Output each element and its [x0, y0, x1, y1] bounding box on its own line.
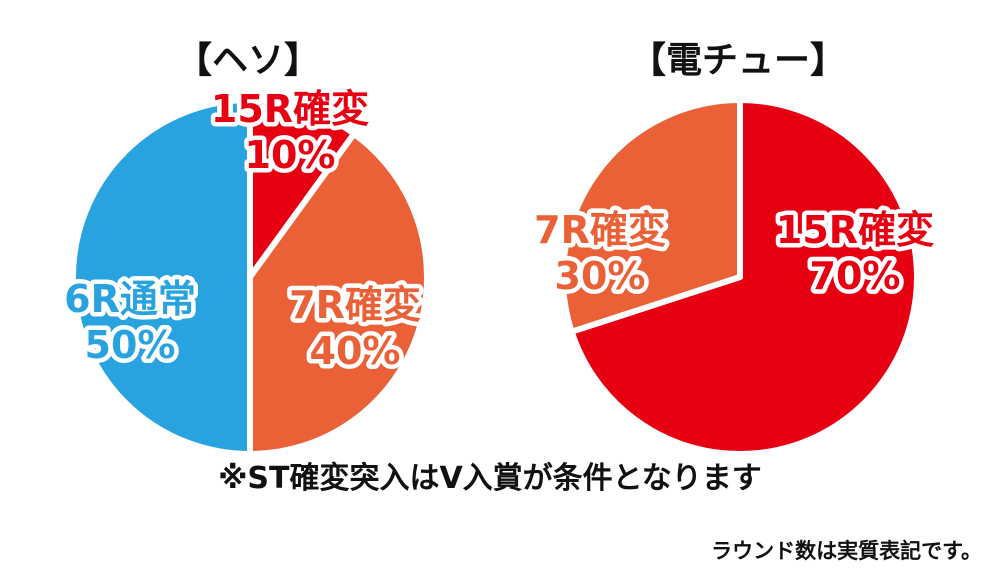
pie-heso-slice-7r-kakuhen [247, 130, 430, 457]
pie-heso-slice-6r-tsujo [70, 97, 253, 457]
footnote-main: ※ST確変突入はV入賞が条件となります [218, 461, 762, 496]
pie-denchu-slice-7r-kakuhen [560, 97, 743, 335]
pie-denchu-label-15r-kakuhen: 15R確変 70% [776, 208, 934, 298]
pie-heso-label-6r-tsujo: 6R通常 50% [64, 277, 196, 367]
pie-denchu-label-7r-kakuhen: 7R確変 30% [534, 208, 666, 298]
footnote-sub: ラウンド数は実質表記です。 [711, 539, 982, 563]
pie-heso-slice-15r-kakuhen [247, 97, 358, 280]
pie-title-denchu: 【電チュー】 [630, 40, 846, 81]
pie-heso-label-7r-kakuhen: 7R確変 40% [289, 283, 421, 373]
pie-denchu-slice-15r-kakuhen [568, 97, 920, 457]
pie-title-heso: 【ヘソ】 [176, 40, 320, 81]
pie-heso-label-15r-kakuhen: 15R確変 10% [211, 87, 369, 177]
